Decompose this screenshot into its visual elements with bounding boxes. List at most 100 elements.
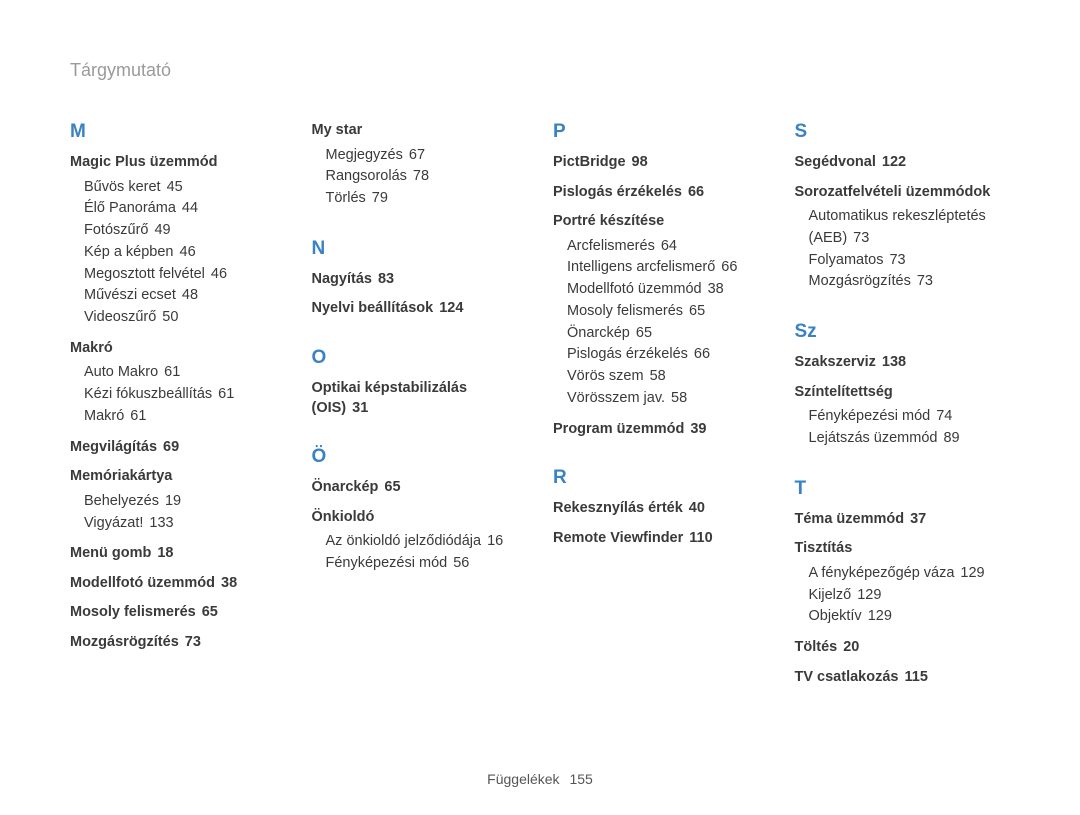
entry-label: My star — [312, 122, 363, 138]
index-subentry[interactable]: Objektív 129 — [809, 606, 1011, 628]
index-entry[interactable]: Optikai képstabilizálás (OIS)31 — [312, 379, 528, 418]
index-letter: P — [553, 121, 769, 143]
index-entry[interactable]: Önkioldó — [312, 508, 528, 528]
index-subentry[interactable]: Önarckép65 — [567, 323, 769, 345]
subentry-label: Folyamatos — [809, 252, 884, 268]
index-subentry[interactable]: Vigyázat!133 — [84, 513, 286, 535]
index-subentry[interactable]: Fényképezési mód56 — [326, 553, 528, 575]
index-subentry[interactable]: Fotószűrő49 — [84, 220, 286, 242]
index-entry[interactable]: Portré készítése — [553, 212, 769, 232]
index-entry[interactable]: Modellfotó üzemmód38 — [70, 574, 286, 594]
index-letter: Sz — [795, 321, 1011, 343]
subentry-label: Mosoly felismerés — [567, 303, 683, 319]
footer-page: 155 — [569, 771, 592, 787]
entry-label: Pislogás érzékelés — [553, 184, 682, 200]
subentry-label: Bűvös keret — [84, 179, 161, 195]
index-subentry[interactable]: Folyamatos73 — [809, 250, 1011, 272]
subentry-page: 129 — [960, 565, 984, 581]
subentry-page: 58 — [671, 390, 687, 406]
index-subentry[interactable]: Kézi fókuszbeállítás61 — [84, 384, 286, 406]
index-entry[interactable]: Nyelvi beállítások124 — [312, 299, 528, 319]
index-subentry[interactable]: Megosztott felvétel46 — [84, 264, 286, 286]
index-subentry[interactable]: Arcfelismerés64 — [567, 236, 769, 258]
subentry-label: Auto Makro — [84, 364, 158, 380]
index-entry[interactable]: Töltés20 — [795, 638, 1011, 658]
index-subentry[interactable]: Bűvös keret45 — [84, 177, 286, 199]
entry-label: Segédvonal — [795, 154, 876, 170]
index-subentry[interactable]: Makró61 — [84, 406, 286, 428]
index-entry[interactable]: Tisztítás — [795, 539, 1011, 559]
entry-page: 18 — [157, 545, 173, 561]
index-entry[interactable]: Segédvonal122 — [795, 153, 1011, 173]
index-entry[interactable]: Szakszerviz138 — [795, 353, 1011, 373]
entry-page: 39 — [690, 421, 706, 437]
index-entry[interactable]: Megvilágítás69 — [70, 438, 286, 458]
index-entry[interactable]: TV csatlakozás115 — [795, 668, 1011, 688]
index-subentry[interactable]: Művészi ecset48 — [84, 285, 286, 307]
index-entry[interactable]: Memóriakártya — [70, 467, 286, 487]
entry-label: Menü gomb — [70, 545, 151, 561]
index-letter: Ö — [312, 446, 528, 468]
index-subentry[interactable]: Törlés79 — [326, 188, 528, 210]
entry-label: Töltés — [795, 639, 838, 655]
index-entry[interactable]: Remote Viewfinder110 — [553, 529, 769, 549]
index-subentry[interactable]: Megjegyzés67 — [326, 145, 528, 167]
index-entry[interactable]: Menü gomb 18 — [70, 544, 286, 564]
index-subentry[interactable]: Pislogás érzékelés66 — [567, 344, 769, 366]
index-subentry[interactable]: Vörös szem58 — [567, 366, 769, 388]
subentry-page: 129 — [868, 608, 892, 624]
index-page: Tárgymutató MMagic Plus üzemmódBűvös ker… — [0, 0, 1080, 815]
subentry-page: 58 — [650, 368, 666, 384]
index-subentry[interactable]: Videoszűrő50 — [84, 307, 286, 329]
subentry-label: Objektív — [809, 608, 862, 624]
index-subentry[interactable]: Élő Panoráma44 — [84, 198, 286, 220]
entry-label: Makró — [70, 340, 113, 356]
index-entry[interactable]: Makró — [70, 339, 286, 359]
index-entry[interactable]: Téma üzemmód37 — [795, 510, 1011, 530]
index-subentry[interactable]: Behelyezés19 — [84, 491, 286, 513]
index-subentry[interactable]: Kijelző 129 — [809, 585, 1011, 607]
index-subentry[interactable]: Vörösszem jav.58 — [567, 388, 769, 410]
subentry-page: 129 — [857, 587, 881, 603]
entry-label: Portré készítése — [553, 213, 664, 229]
entry-label: Színtelítettség — [795, 384, 893, 400]
index-entry[interactable]: Önarckép65 — [312, 478, 528, 498]
index-subentry[interactable]: Lejátszás üzemmód89 — [809, 428, 1011, 450]
index-entry[interactable]: Mosoly felismerés65 — [70, 603, 286, 623]
index-subentry[interactable]: Kép a képben46 — [84, 242, 286, 264]
entry-label: Megvilágítás — [70, 439, 157, 455]
subentry-label: Kijelző — [809, 587, 852, 603]
index-subentry[interactable]: Az önkioldó jelződiódája16 — [326, 531, 528, 553]
index-entry[interactable]: Nagyítás83 — [312, 270, 528, 290]
index-subentry[interactable]: Fényképezési mód74 — [809, 406, 1011, 428]
subentry-page: 89 — [943, 430, 959, 446]
index-subentry[interactable]: Intelligens arcfelismerő66 — [567, 257, 769, 279]
index-entry[interactable]: Színtelítettség — [795, 383, 1011, 403]
index-entry[interactable]: Rekesznyílás érték40 — [553, 499, 769, 519]
index-subentry[interactable]: Automatikus rekeszléptetés (AEB)73 — [809, 206, 1011, 250]
subentry-label: Törlés — [326, 190, 366, 206]
index-entry[interactable]: Mozgásrögzítés73 — [70, 633, 286, 653]
index-entry[interactable]: PictBridge98 — [553, 153, 769, 173]
subentry-page: 65 — [689, 303, 705, 319]
subentry-label: Vigyázat! — [84, 515, 143, 531]
index-entry[interactable]: Sorozatfelvételi üzemmódok — [795, 183, 1011, 203]
index-entry[interactable]: My star — [312, 121, 528, 141]
index-column: P PictBridge98 Pislogás érzékelés66 Portré … — [553, 121, 769, 691]
index-subentry[interactable]: Mozgásrögzítés73 — [809, 271, 1011, 293]
index-entry[interactable]: Magic Plus üzemmód — [70, 153, 286, 173]
index-subentry[interactable]: Auto Makro 61 — [84, 362, 286, 384]
entry-label: Szakszerviz — [795, 354, 876, 370]
index-subentry[interactable]: Modellfotó üzemmód38 — [567, 279, 769, 301]
index-subentry[interactable]: A fényképezőgép váza 129 — [809, 563, 1011, 585]
index-subentry[interactable]: Mosoly felismerés 65 — [567, 301, 769, 323]
subentry-label: Mozgásrögzítés — [809, 273, 911, 289]
entry-label: Rekesznyílás érték — [553, 500, 683, 516]
index-entry[interactable]: Pislogás érzékelés66 — [553, 183, 769, 203]
subentry-page: 46 — [180, 244, 196, 260]
index-entry[interactable]: Program üzemmód39 — [553, 420, 769, 440]
index-subentry[interactable]: Rangsorolás78 — [326, 166, 528, 188]
subentry-label: A fényképezőgép váza — [809, 565, 955, 581]
entry-label: Nyelvi beállítások — [312, 300, 434, 316]
subentry-page: 61 — [164, 364, 180, 380]
